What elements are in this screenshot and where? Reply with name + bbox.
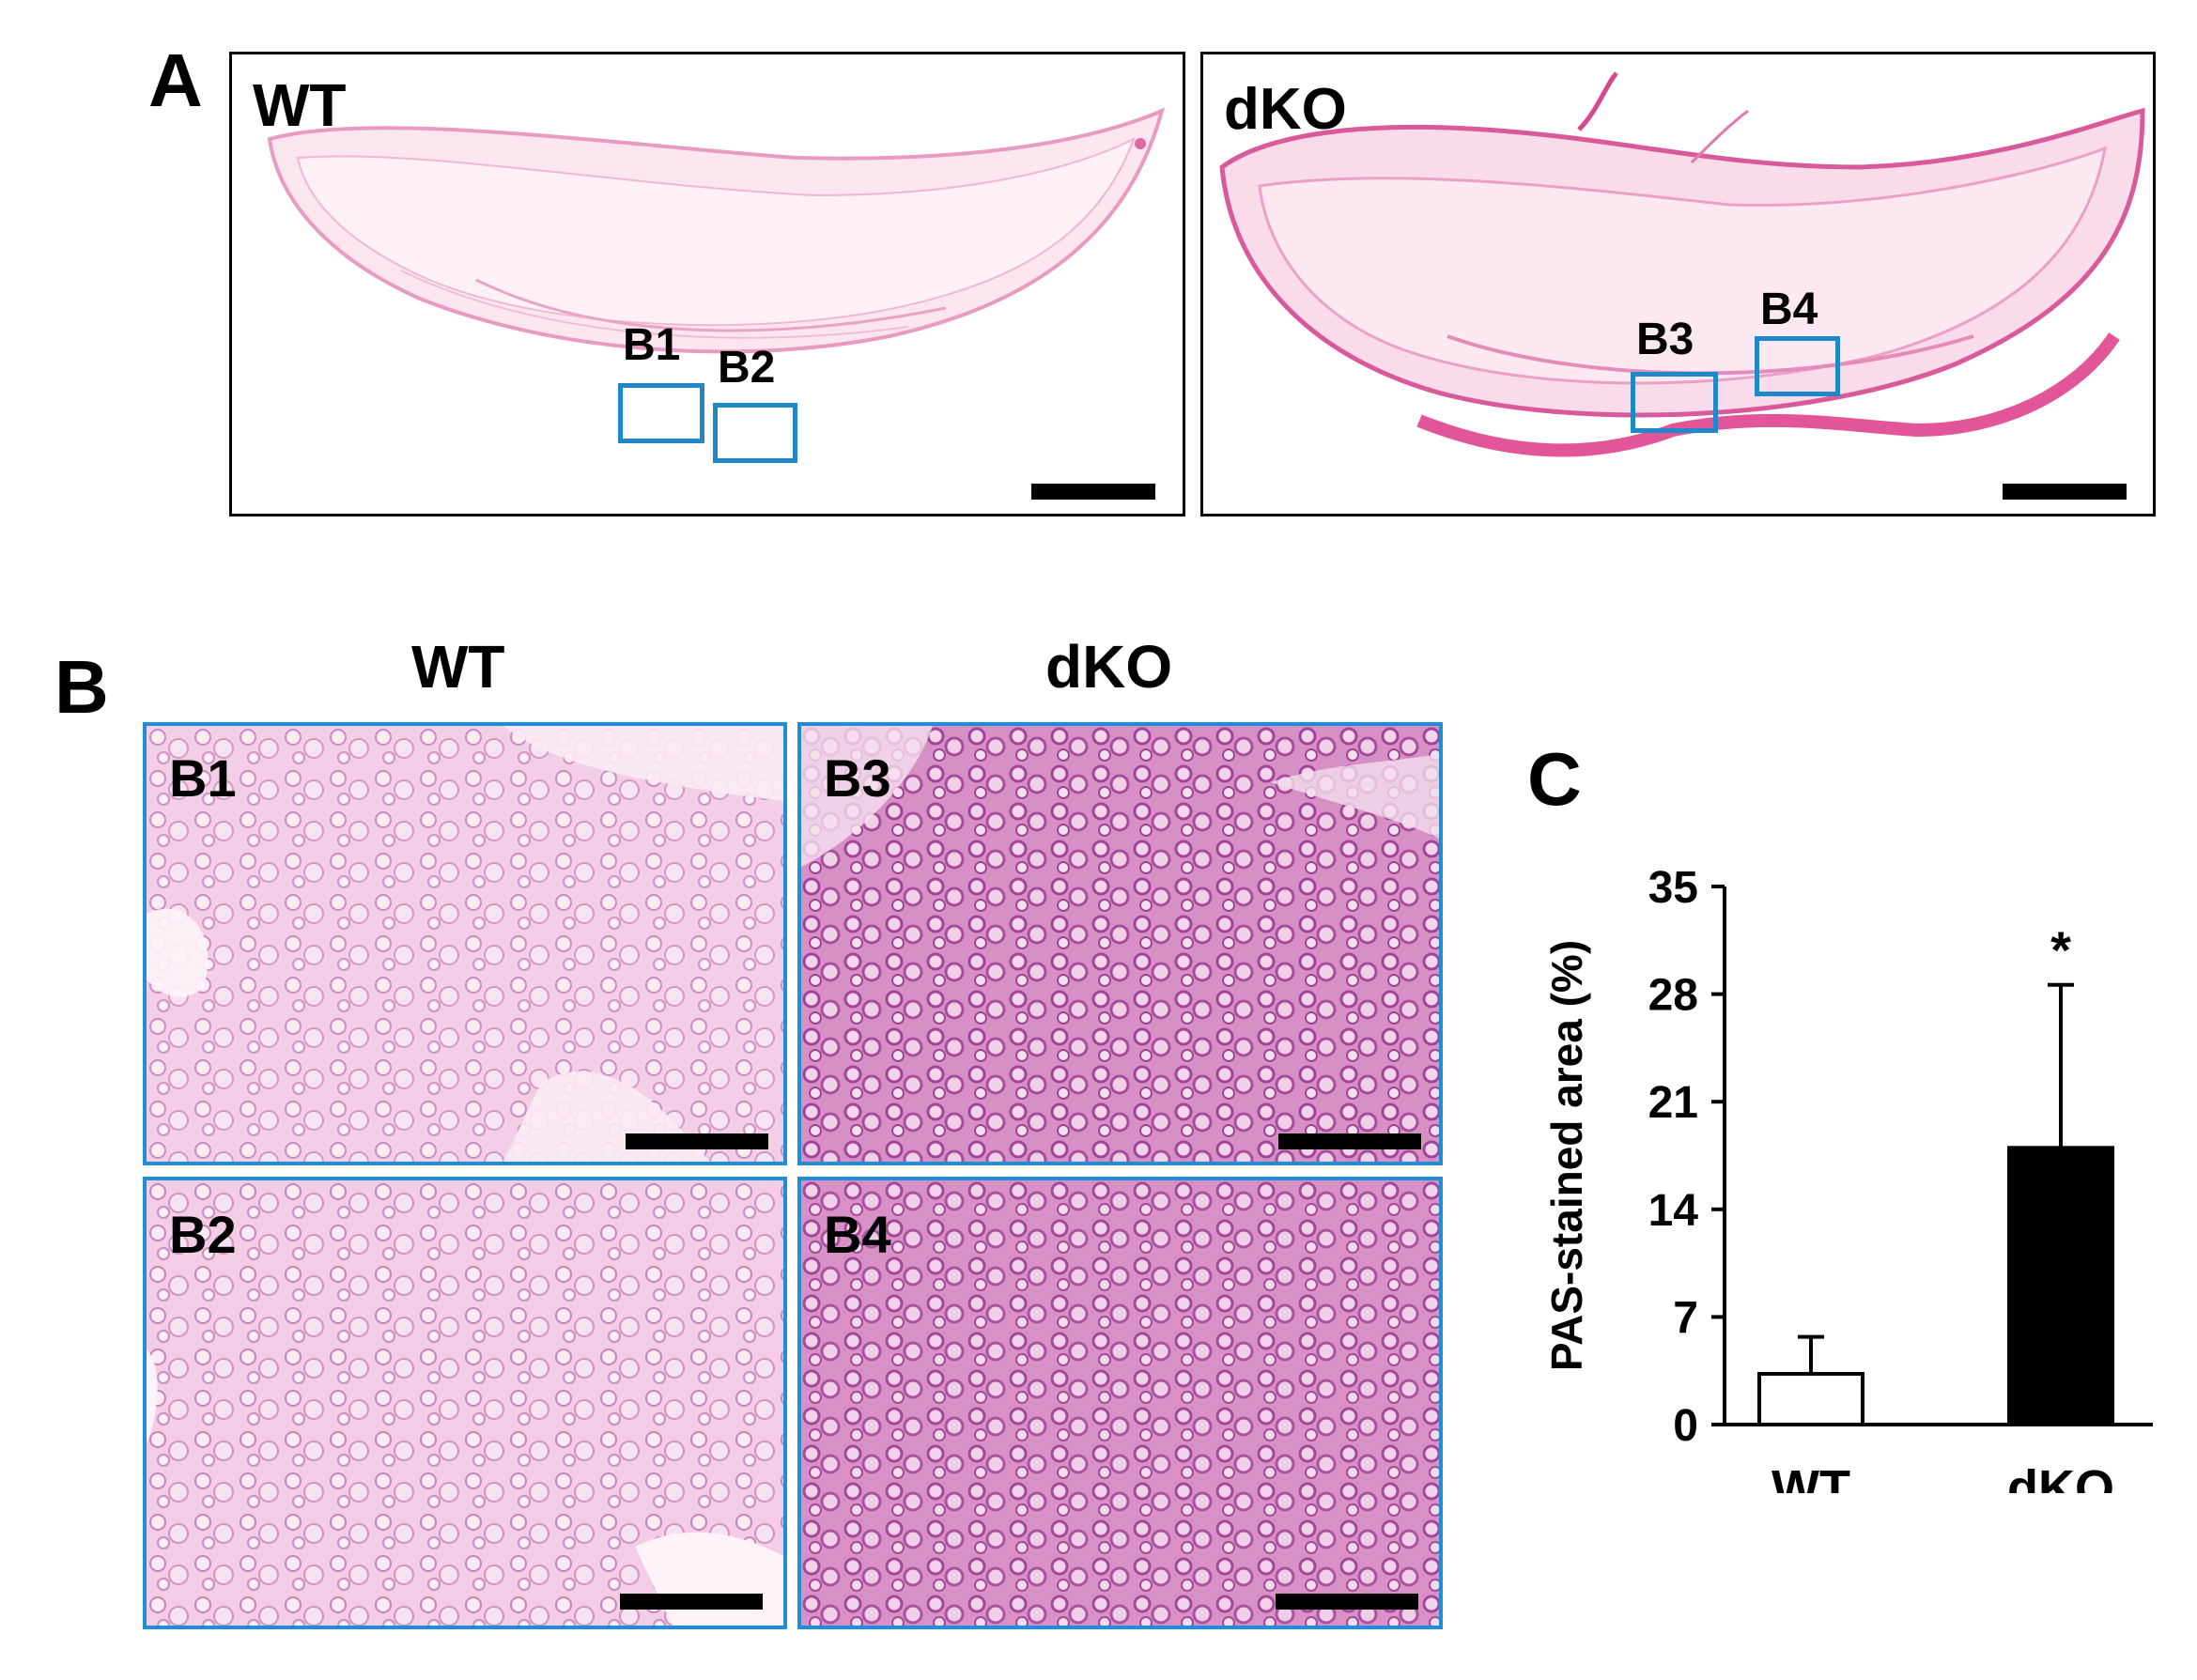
panel-a-dko-frame: dKO B3 B4: [1200, 52, 2156, 516]
micrograph-b1-label: B1: [169, 748, 237, 808]
panel-label-c: C: [1527, 737, 1582, 821]
micrograph-b3-label: B3: [824, 748, 891, 808]
x-tick-label-dko: dKO: [2007, 1460, 2114, 1493]
panel-b-wt-header: WT: [411, 633, 505, 701]
scale-bar-b3: [1278, 1133, 1421, 1149]
panel-a-dko-label: dKO: [1224, 77, 1347, 142]
dko-overview-section-image: [1219, 71, 2145, 457]
micrograph-b2-image: [147, 1180, 783, 1626]
roi-label-b2: B2: [718, 343, 776, 393]
y-tick-label: 35: [1648, 863, 1698, 913]
wt-overview-section-image: [267, 107, 1166, 354]
scale-bar-b2: [620, 1594, 763, 1610]
micrograph-b1: B1: [143, 722, 787, 1165]
micrograph-b2-label: B2: [169, 1205, 237, 1264]
y-tick-label: 28: [1648, 971, 1698, 1021]
y-tick-label: 7: [1673, 1293, 1698, 1343]
roi-label-b3: B3: [1636, 315, 1694, 364]
significance-marker: *: [2050, 920, 2071, 979]
micrograph-b2: B2: [143, 1177, 787, 1629]
roi-box-b4: [1755, 336, 1840, 396]
roi-label-b4: B4: [1760, 285, 1818, 334]
y-tick-label: 21: [1648, 1078, 1698, 1128]
roi-box-b1: [618, 383, 704, 443]
y-tick-label: 14: [1648, 1186, 1699, 1236]
micrograph-b1-image: [147, 726, 783, 1162]
micrograph-b4-image: [801, 1180, 1439, 1626]
y-axis-label: PAS-stained area (%): [1542, 940, 1591, 1371]
x-tick-label-wt: WT: [1772, 1460, 1850, 1493]
panel-label-a: A: [148, 39, 203, 122]
scale-bar-dko-overview: [2003, 484, 2127, 500]
bar-wt: [1757, 1371, 1864, 1427]
panel-a-wt-label: WT: [253, 71, 347, 139]
micrograph-b3: B3: [797, 722, 1443, 1165]
roi-box-b3: [1631, 372, 1718, 433]
panel-a-wt-frame: WT B1 B2: [229, 52, 1185, 516]
panel-b-dko-header: dKO: [1045, 633, 1173, 701]
scale-bar-b4: [1276, 1594, 1418, 1610]
scale-bar-b1: [626, 1133, 768, 1149]
roi-box-b2: [713, 403, 797, 463]
roi-label-b1: B1: [623, 320, 681, 370]
bar-dko: [2007, 1146, 2114, 1426]
micrograph-b4: B4: [797, 1177, 1443, 1629]
y-tick-label: 0: [1673, 1401, 1698, 1451]
micrograph-b3-image: [801, 726, 1439, 1162]
pas-area-bar-chart: 0 7 14 21 28 35 PAS-stained area (%) WT dKO *: [1542, 863, 2153, 1493]
micrograph-b4-label: B4: [824, 1205, 891, 1264]
scale-bar-wt-overview: [1031, 484, 1155, 500]
panel-label-b: B: [54, 645, 109, 729]
